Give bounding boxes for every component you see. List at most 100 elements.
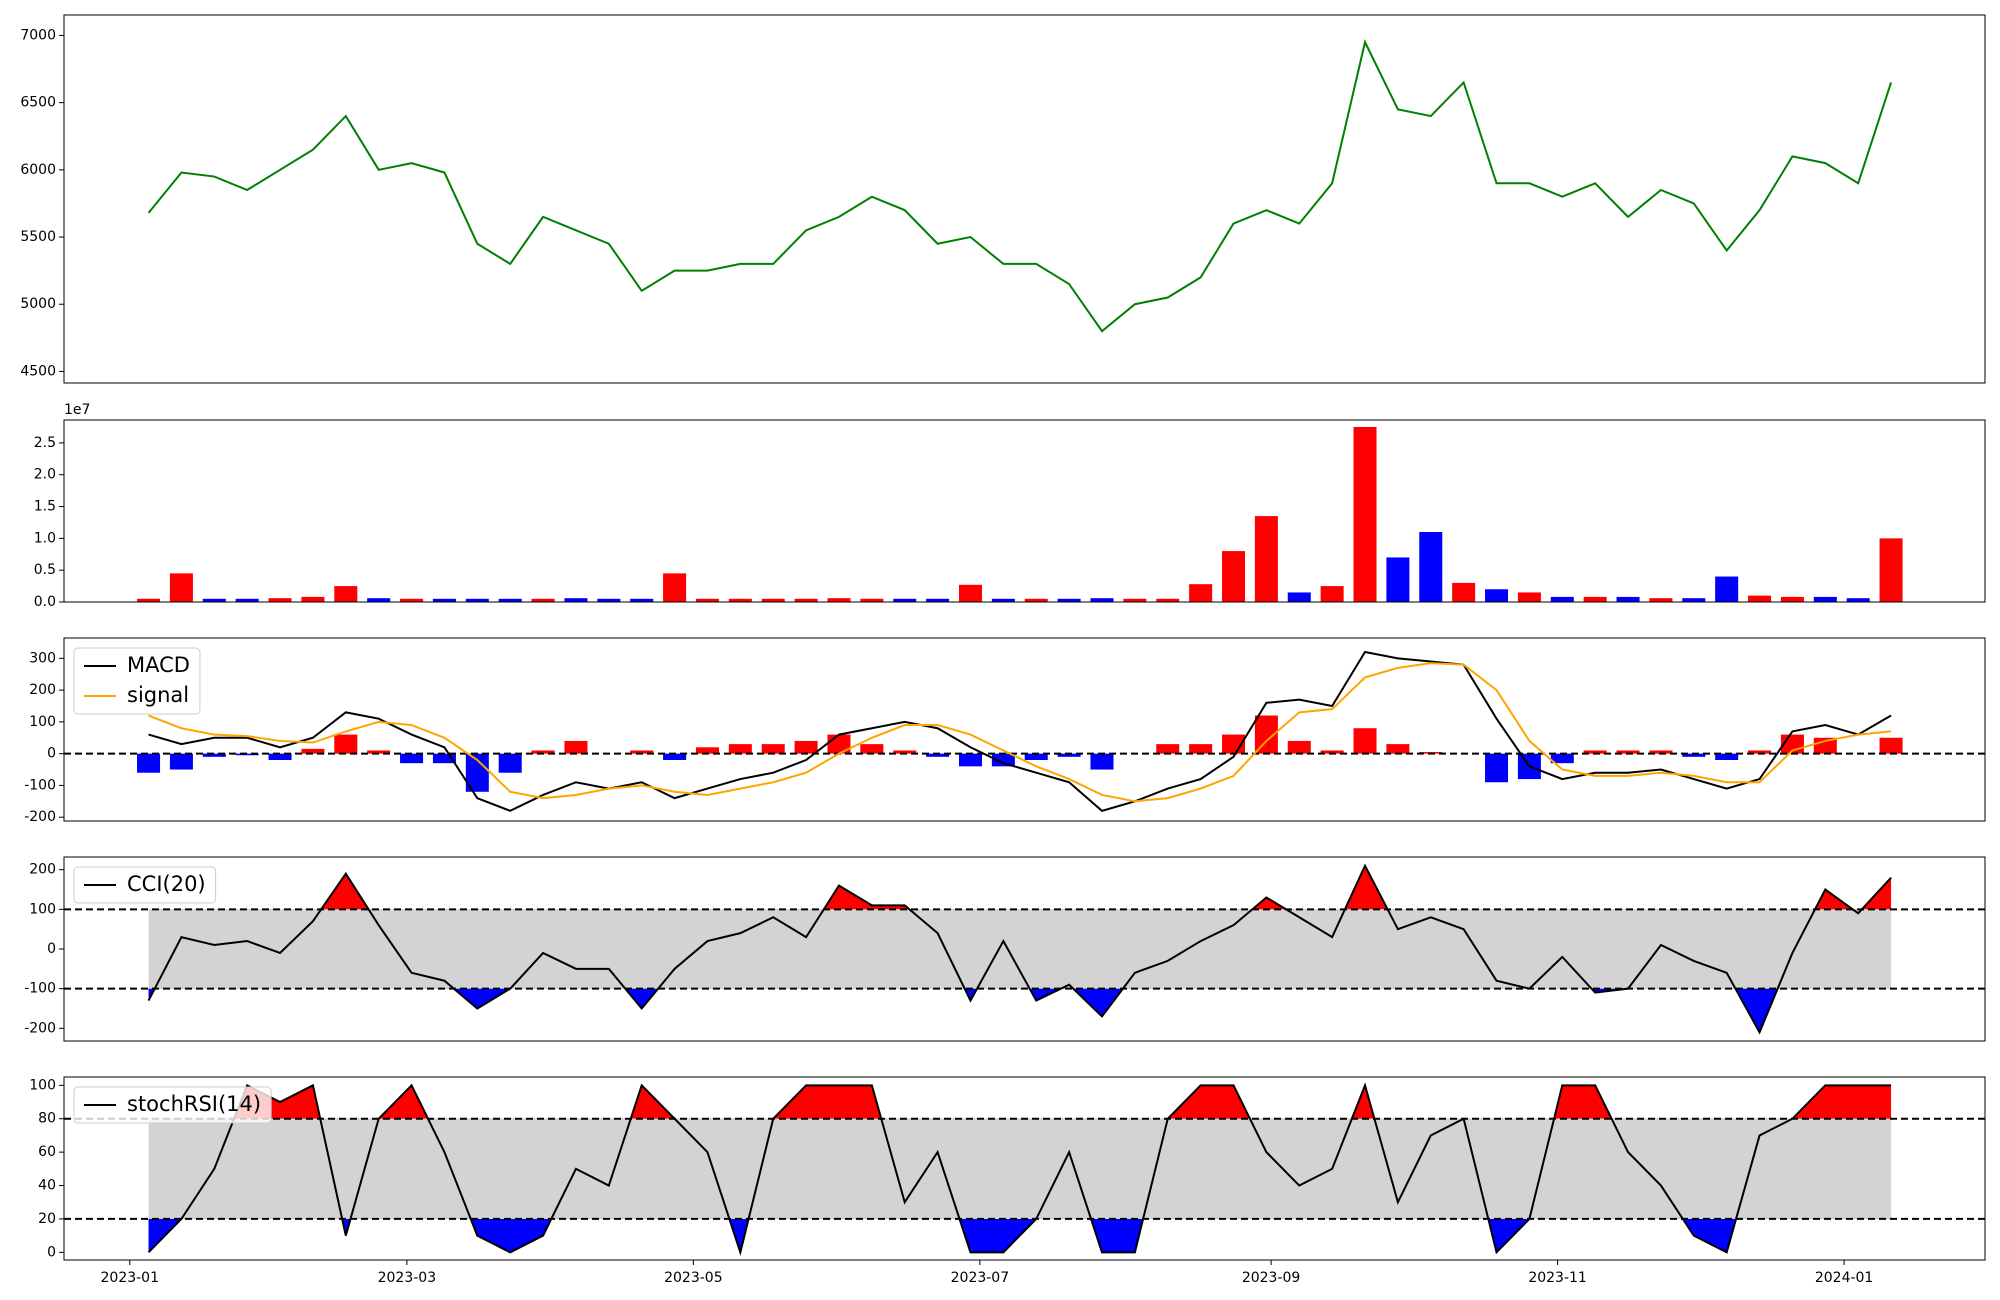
x-tick-label: 2023-05 <box>664 1270 723 1286</box>
y-tick-label: 80 <box>38 1111 56 1127</box>
histogram-bar <box>1320 750 1344 754</box>
volume-bar <box>1123 598 1147 602</box>
volume-bar <box>1780 596 1804 602</box>
volume-bar <box>1649 598 1673 602</box>
y-tick-label: 0 <box>47 1244 56 1260</box>
volume-bar <box>893 598 917 602</box>
y-tick-label: 1.5 <box>34 499 56 515</box>
volume-bar <box>564 598 588 602</box>
x-tick-label: 2023-03 <box>378 1270 437 1286</box>
histogram-bar <box>663 753 687 760</box>
volume-bar <box>202 598 226 602</box>
y-tick-label: 0 <box>47 746 56 762</box>
legend: CCI(20) <box>73 866 217 904</box>
volume-bar <box>1320 586 1344 602</box>
panel: -200 -100 0 100 200 CCI(20) <box>24 856 1986 1042</box>
y-tick-label: 100 <box>29 714 56 730</box>
histogram-bar <box>202 753 226 757</box>
y-tick-label: 100 <box>29 901 56 917</box>
histogram-bar <box>1649 750 1673 754</box>
histogram-bar <box>1057 753 1081 757</box>
histogram-bar <box>991 753 1015 767</box>
plot-area <box>137 427 1903 602</box>
series-line <box>148 650 1892 812</box>
x-tick-label: 2023-11 <box>1528 1270 1587 1286</box>
histogram-bar <box>169 753 193 770</box>
volume-bar <box>1879 538 1903 602</box>
histogram-bar <box>1386 744 1410 754</box>
legend-label: stochRSI(14) <box>127 1092 261 1116</box>
volume-bar <box>1353 427 1377 602</box>
volume-bar <box>169 573 193 602</box>
axes-frame <box>63 1076 1986 1261</box>
volume-bar <box>1057 598 1081 602</box>
legend-box <box>73 1086 272 1124</box>
legend-label: signal <box>127 683 189 707</box>
histogram-bar <box>1550 753 1574 764</box>
y-tick-label: -100 <box>24 981 56 997</box>
axes-frame <box>63 856 1986 1042</box>
axes-frame <box>63 14 1986 384</box>
volume-bar <box>531 598 555 602</box>
volume-bar <box>1419 532 1443 602</box>
y-tick-label: 6500 <box>20 95 56 111</box>
histogram-bar <box>432 753 456 764</box>
x-tick-label: 2024-01 <box>1815 1270 1874 1286</box>
volume-bar <box>400 598 424 602</box>
panel: 4500 5000 5500 6000 6500 7000 <box>20 14 1986 384</box>
histogram-bar <box>465 753 489 792</box>
plot-area <box>147 39 1893 333</box>
volume-bar <box>827 598 851 602</box>
threshold-band <box>148 1118 1892 1219</box>
series-line <box>147 1082 1892 1256</box>
volume-bar <box>334 586 358 602</box>
y-tick-label: 100 <box>29 1077 56 1093</box>
histogram-bar <box>728 744 752 754</box>
histogram-bar <box>1748 750 1772 754</box>
volume-bar <box>1090 598 1114 602</box>
histogram-bar <box>1024 753 1048 760</box>
histogram-bar <box>1715 753 1739 760</box>
volume-bar <box>432 598 456 602</box>
y-tick-label: 200 <box>29 862 56 878</box>
volume-bar <box>1748 595 1772 602</box>
y-tick-label: 40 <box>38 1178 56 1194</box>
histogram-bar <box>1682 753 1706 757</box>
volume-bar <box>761 598 785 602</box>
y-tick-label: 2.5 <box>34 435 56 451</box>
y-tick-label: 2.0 <box>34 467 56 483</box>
volume-bar <box>498 598 522 602</box>
volume-bar <box>367 598 391 602</box>
volume-bar <box>794 598 818 602</box>
volume-bar <box>268 598 292 602</box>
y-tick-label: 6000 <box>20 162 56 178</box>
axes-frame <box>63 637 1986 822</box>
histogram-bar <box>1156 744 1180 754</box>
threshold-band <box>148 909 1892 989</box>
volume-bar <box>1156 598 1180 602</box>
histogram-bar <box>630 750 654 754</box>
histogram-bar <box>695 747 719 754</box>
volume-bar <box>926 598 950 602</box>
legend-label: MACD <box>127 653 190 677</box>
volume-bar <box>728 598 752 602</box>
histogram-bar <box>1616 750 1640 754</box>
plot-area <box>64 863 1985 1035</box>
y-tick-label: 60 <box>38 1144 56 1160</box>
legend-box <box>73 866 217 904</box>
panel: -200 -100 0 100 200 300 MACD signal <box>24 637 1986 825</box>
histogram-bar <box>1090 753 1114 770</box>
x-tick-label: 2023-07 <box>951 1270 1010 1286</box>
volume-bar <box>1024 598 1048 602</box>
volume-bar <box>663 573 687 602</box>
histogram-bar <box>367 750 391 754</box>
histogram-bar <box>893 750 917 754</box>
y-tick-label: -200 <box>24 809 56 825</box>
volume-bar <box>860 598 884 602</box>
volume-bar <box>1550 596 1574 602</box>
plot-area <box>64 1082 1985 1256</box>
y-tick-label: 300 <box>29 650 56 666</box>
volume-bar <box>958 584 982 602</box>
volume-bar <box>1846 598 1870 602</box>
